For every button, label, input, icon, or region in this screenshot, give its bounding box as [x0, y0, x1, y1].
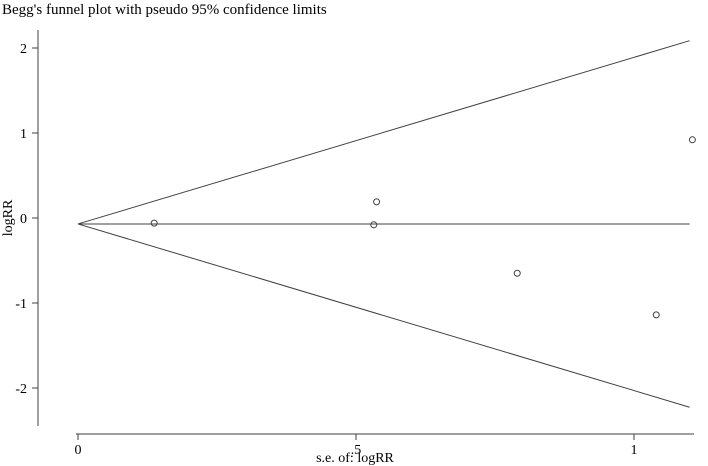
- study-point: [150, 219, 158, 227]
- upper-confidence-limit-line: [77, 40, 690, 225]
- plot-area: [37, 30, 696, 435]
- x-axis-title: s.e. of: logRR: [316, 451, 394, 466]
- y-axis-ticks: 2 1 0 -1 -2: [15, 42, 38, 397]
- lower-confidence-limit-line: [77, 223, 690, 408]
- y-tick-label: 2: [20, 42, 27, 57]
- study-point: [370, 221, 378, 229]
- study-point: [373, 198, 381, 206]
- study-point: [688, 136, 696, 144]
- x-axis-ticks: 0.5 1: [75, 434, 638, 458]
- y-tick-label: 1: [20, 127, 27, 142]
- x-tick-label: 1: [631, 443, 638, 458]
- y-tick-label: -1: [15, 297, 27, 312]
- y-tick-label: -2: [15, 382, 27, 397]
- study-point: [652, 311, 660, 319]
- y-axis-title: logRR: [1, 199, 16, 236]
- x-tick-label: 0: [75, 443, 82, 458]
- y-tick-label: 0: [20, 212, 27, 227]
- study-point: [513, 269, 521, 277]
- x-tick-label: .5: [351, 443, 362, 458]
- data-points: [150, 136, 696, 319]
- chart-title: Begg's funnel plot with pseudo 95% confi…: [2, 2, 327, 18]
- funnel-lines: [77, 40, 690, 408]
